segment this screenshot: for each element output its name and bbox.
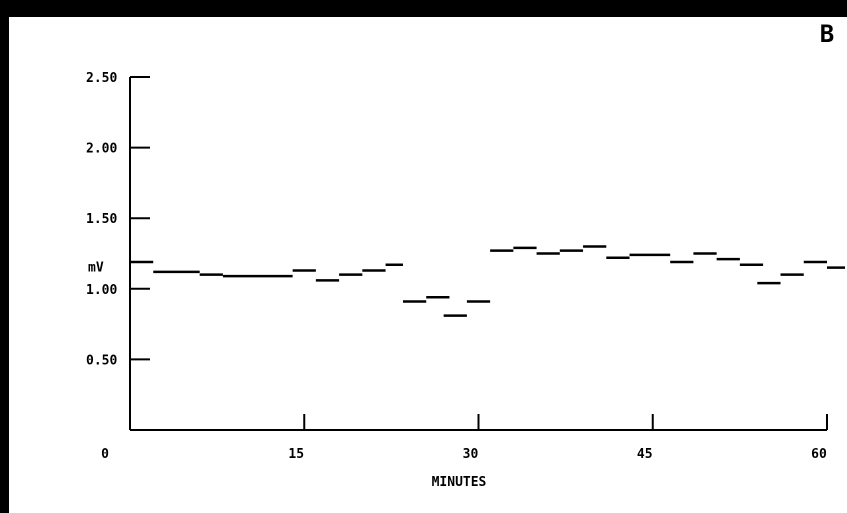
x-axis: 0 15 30 45 60 <box>101 414 828 462</box>
data-marks <box>130 245 845 317</box>
x-tick-label: 45 <box>637 447 653 462</box>
y-axis: 0.50 1.00 1.50 2.00 2.50 <box>86 71 150 430</box>
x-tick-label: 60 <box>811 447 827 462</box>
chart-panel: 0.50 1.00 1.50 2.00 2.50 0 15 30 45 60 mV MINUTE… <box>9 17 847 513</box>
y-tick-label: 0.50 <box>86 353 117 368</box>
x-tick-label: 0 <box>101 447 109 462</box>
y-tick-label: 2.00 <box>86 142 117 157</box>
panel-label: B <box>820 20 834 48</box>
y-tick-label: 2.50 <box>86 71 117 86</box>
y-tick-label: 1.00 <box>86 283 117 298</box>
x-axis-label: MINUTES <box>432 475 487 490</box>
x-tick-label: 30 <box>463 447 479 462</box>
y-axis-label: mV <box>88 261 104 276</box>
y-tick-label: 1.50 <box>86 212 117 227</box>
x-tick-label: 15 <box>288 447 304 462</box>
chart-svg: 0.50 1.00 1.50 2.00 2.50 0 15 30 45 60 mV MINUTE… <box>86 20 845 490</box>
